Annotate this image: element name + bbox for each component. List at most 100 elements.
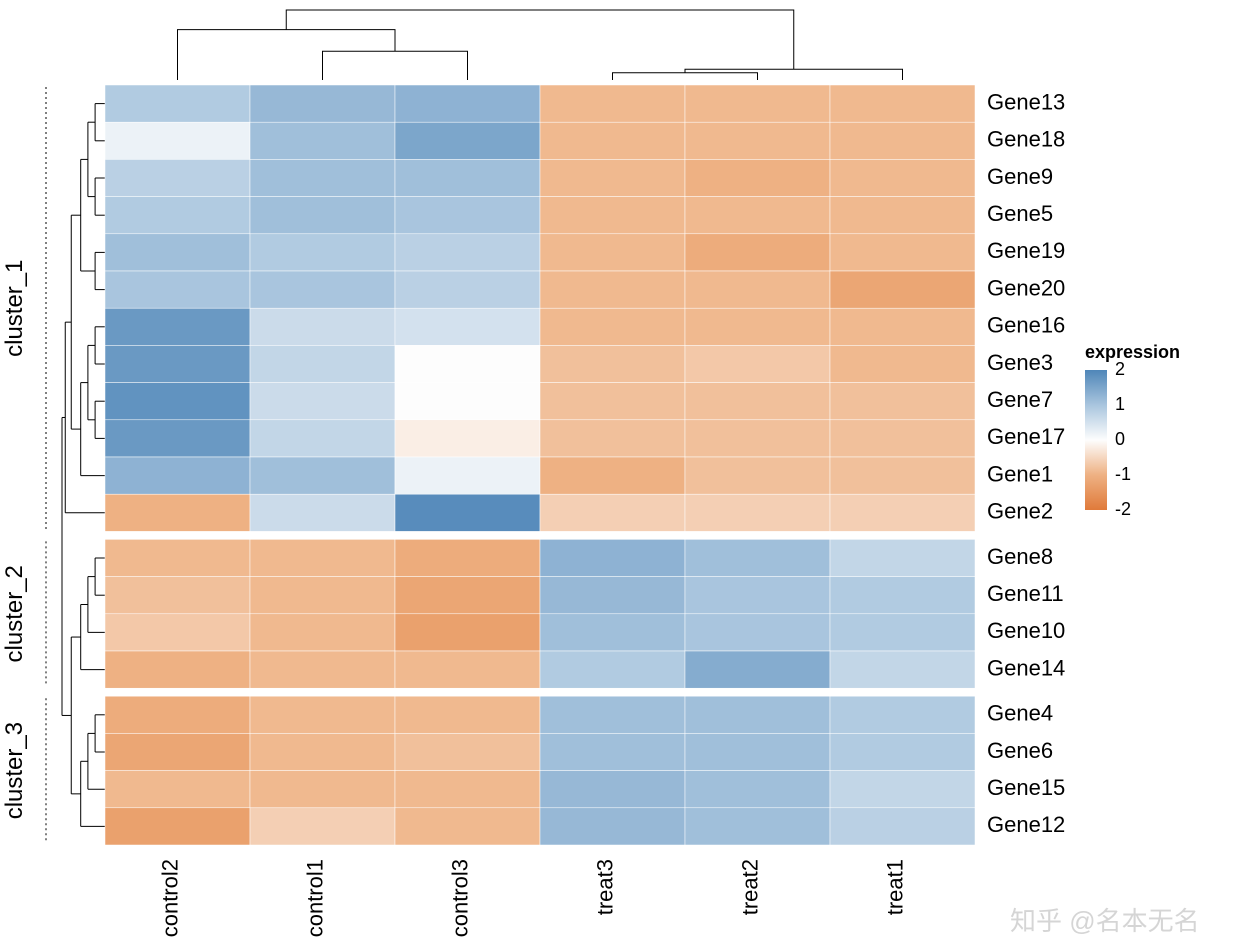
heatmap-cell bbox=[250, 733, 395, 770]
heatmap-cell bbox=[830, 457, 975, 494]
heatmap-cell bbox=[830, 197, 975, 234]
column-label: treat3 bbox=[593, 859, 618, 915]
heatmap-cell bbox=[830, 771, 975, 808]
row-label: Gene20 bbox=[987, 275, 1065, 300]
heatmap-cell bbox=[105, 159, 250, 196]
heatmap-cell bbox=[685, 159, 830, 196]
row-label: Gene15 bbox=[987, 775, 1065, 800]
heatmap-cell bbox=[105, 494, 250, 531]
heatmap-cell bbox=[395, 234, 540, 271]
heatmap-cell bbox=[105, 733, 250, 770]
column-label: control3 bbox=[448, 859, 473, 937]
row-label: Gene19 bbox=[987, 238, 1065, 263]
row-label: Gene16 bbox=[987, 313, 1065, 338]
heatmap-cell bbox=[685, 197, 830, 234]
heatmap-cell bbox=[540, 651, 685, 688]
heatmap-cell bbox=[685, 614, 830, 651]
row-label: Gene4 bbox=[987, 701, 1053, 726]
row-label: Gene9 bbox=[987, 164, 1053, 189]
heatmap-cell bbox=[395, 614, 540, 651]
heatmap-cell bbox=[250, 197, 395, 234]
heatmap-cell bbox=[395, 308, 540, 345]
heatmap-cell bbox=[685, 271, 830, 308]
heatmap-cell bbox=[250, 308, 395, 345]
clustered-heatmap: Gene13 Gene18 Gene9 Gene5 Gene19 Gene20 Gene16… bbox=[0, 0, 1240, 950]
heatmap-cell bbox=[685, 494, 830, 531]
column-label: treat1 bbox=[883, 859, 908, 915]
heatmap-cell bbox=[540, 420, 685, 457]
heatmap-cell bbox=[685, 651, 830, 688]
heatmap-cell bbox=[250, 420, 395, 457]
heatmap-cell bbox=[685, 420, 830, 457]
heatmap-cell bbox=[540, 771, 685, 808]
heatmap-cell bbox=[830, 577, 975, 614]
heatmap-cell bbox=[250, 494, 395, 531]
heatmap-cell bbox=[830, 308, 975, 345]
heatmap-cell bbox=[105, 539, 250, 576]
row-label: Gene10 bbox=[987, 618, 1065, 643]
row-label: Gene3 bbox=[987, 350, 1053, 375]
heatmap-cell bbox=[395, 539, 540, 576]
heatmap-cell bbox=[250, 345, 395, 382]
cluster-label: cluster_3 bbox=[1, 722, 28, 819]
heatmap-cell bbox=[685, 308, 830, 345]
legend-tick: 2 bbox=[1115, 359, 1125, 379]
heatmap-cell bbox=[105, 383, 250, 420]
column-label: control2 bbox=[158, 859, 183, 937]
heatmap-cell bbox=[105, 771, 250, 808]
heatmap-cell bbox=[105, 122, 250, 159]
heatmap-cell bbox=[250, 234, 395, 271]
heatmap-cell bbox=[685, 577, 830, 614]
heatmap-cell bbox=[830, 383, 975, 420]
heatmap-cell bbox=[685, 383, 830, 420]
column-label: treat2 bbox=[738, 859, 763, 915]
legend-tick: 0 bbox=[1115, 429, 1125, 449]
row-label: Gene17 bbox=[987, 424, 1065, 449]
heatmap-cell bbox=[540, 539, 685, 576]
heatmap-cell bbox=[830, 85, 975, 122]
heatmap-cell bbox=[250, 614, 395, 651]
heatmap-cell bbox=[685, 345, 830, 382]
legend-tick: -1 bbox=[1115, 464, 1131, 484]
heatmap-cell bbox=[830, 614, 975, 651]
heatmap-cell bbox=[395, 577, 540, 614]
legend-tick: -2 bbox=[1115, 499, 1131, 519]
heatmap-cell bbox=[395, 457, 540, 494]
heatmap-cell bbox=[540, 308, 685, 345]
heatmap-cell bbox=[250, 771, 395, 808]
heatmap-cell bbox=[250, 577, 395, 614]
heatmap-cell bbox=[250, 159, 395, 196]
row-label: Gene13 bbox=[987, 89, 1065, 114]
heatmap-cell bbox=[685, 85, 830, 122]
heatmap-cell bbox=[395, 420, 540, 457]
heatmap-cell bbox=[685, 539, 830, 576]
heatmap-cell bbox=[395, 345, 540, 382]
heatmap-cell bbox=[685, 771, 830, 808]
heatmap-cell bbox=[685, 808, 830, 845]
heatmap-cell bbox=[685, 457, 830, 494]
heatmap-cell bbox=[395, 771, 540, 808]
heatmap-cell bbox=[395, 494, 540, 531]
heatmap-cell bbox=[830, 733, 975, 770]
heatmap-cell bbox=[105, 308, 250, 345]
heatmap-cell bbox=[540, 614, 685, 651]
heatmap-cell bbox=[105, 345, 250, 382]
heatmap-cell bbox=[395, 85, 540, 122]
heatmap-cell bbox=[830, 539, 975, 576]
heatmap-cell bbox=[250, 271, 395, 308]
heatmap-cell bbox=[105, 85, 250, 122]
heatmap-cell bbox=[540, 457, 685, 494]
heatmap-cell bbox=[105, 696, 250, 733]
row-label: Gene18 bbox=[987, 127, 1065, 152]
heatmap-cell bbox=[540, 345, 685, 382]
heatmap-cell bbox=[685, 122, 830, 159]
heatmap-cell bbox=[105, 271, 250, 308]
row-label: Gene5 bbox=[987, 201, 1053, 226]
heatmap-cell bbox=[105, 577, 250, 614]
row-label: Gene14 bbox=[987, 655, 1065, 680]
heatmap-cell bbox=[830, 271, 975, 308]
row-label: Gene1 bbox=[987, 461, 1053, 486]
heatmap-cell bbox=[395, 383, 540, 420]
heatmap-cell bbox=[540, 696, 685, 733]
watermark: 知乎 @名本无名 bbox=[1010, 906, 1200, 936]
